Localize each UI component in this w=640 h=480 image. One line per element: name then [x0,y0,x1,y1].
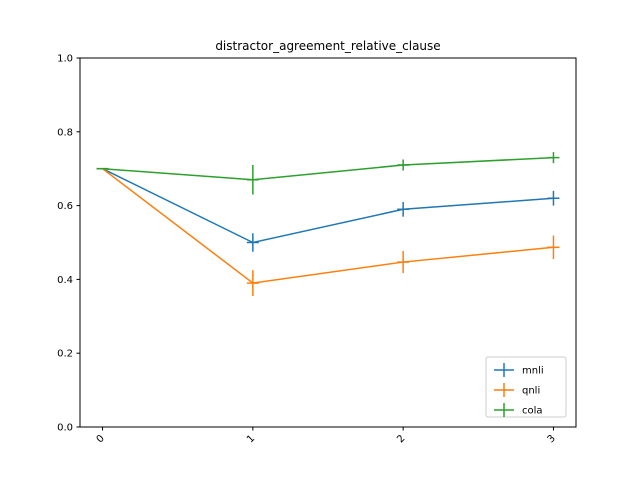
y-tick-label: 0.4 [57,275,73,286]
y-tick-label: 0.6 [57,201,73,212]
legend: mnli qnli cola [485,356,567,418]
series-line [102,156,554,181]
chart-title: distractor_agreement_relative_clause [215,39,440,53]
error-bar [246,165,259,195]
error-bar [547,235,560,260]
legend-label: mnli [522,366,544,377]
error-bar [246,233,259,252]
legend-label: qnli [522,386,540,397]
series-cola [96,152,560,195]
error-bar [397,201,410,217]
y-tick-label: 0.0 [57,423,73,434]
series-line [102,168,554,244]
y-tick-label: 0.2 [57,349,73,360]
series-layer [96,152,560,297]
plot-frame [79,57,577,428]
error-bar [397,250,410,274]
error-bar [246,270,259,297]
error-bar [547,190,560,206]
error-bar [547,152,560,164]
legend-label: cola [522,406,543,417]
legend-box [485,356,567,418]
series-line [102,168,554,284]
y-tick-label: 0.8 [57,127,73,138]
legend-item-mnli: mnli [494,363,544,377]
legend-item-cola: cola [494,403,543,417]
error-bar [397,159,410,171]
legend-item-qnli: qnli [494,383,540,397]
y-tick-label: 1.0 [57,54,73,65]
